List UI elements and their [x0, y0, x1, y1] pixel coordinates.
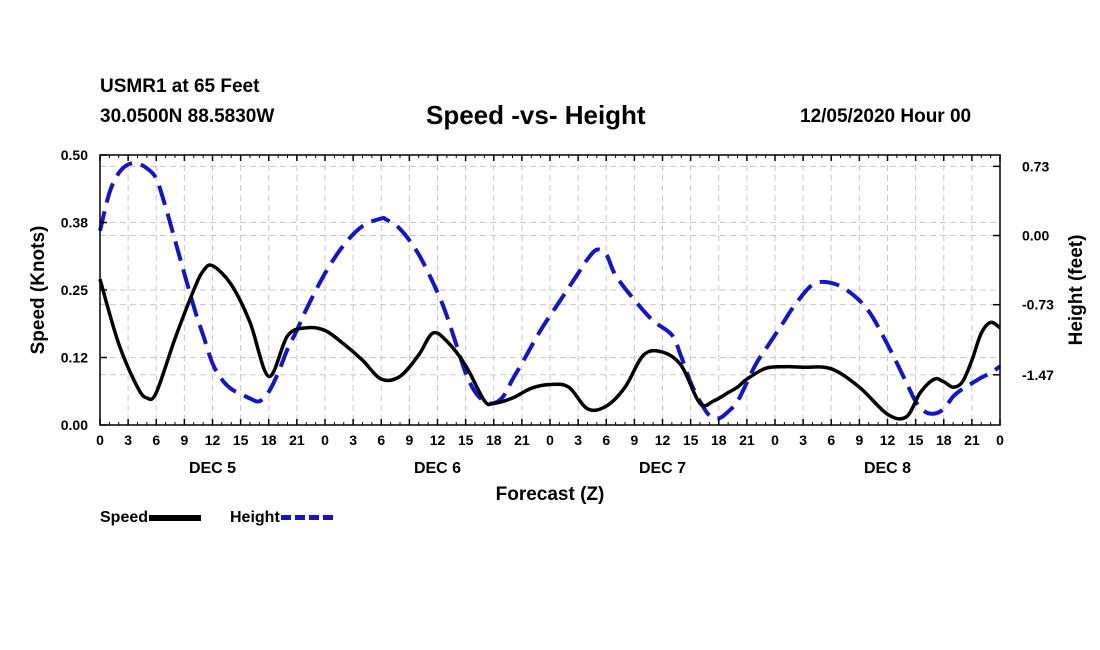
- label-layer: 0 3 6 9 12 15 18 21 0 3 6 9 12 15 18 21 0 3 6 9 12 15 18 21 0 3 6 9…: [61, 147, 1054, 477]
- issue-time: 12/05/2020 Hour 00: [800, 106, 972, 127]
- x-tick-label: 12: [430, 432, 446, 448]
- legend-height-swatch: [280, 515, 333, 521]
- series-layer: [98, 161, 1002, 421]
- y-tick-label: 0.00: [61, 417, 88, 433]
- x-tick-label: 12: [205, 432, 221, 448]
- legend-speed-label: Speed: [100, 509, 149, 526]
- x-tick-label: 21: [514, 432, 530, 448]
- day-label: DEC 6: [414, 460, 461, 477]
- x-tick-label: 21: [964, 432, 980, 448]
- x-tick-label: 21: [739, 432, 755, 448]
- y-axis-title: Speed (Knots): [28, 226, 49, 355]
- x-tick-label: 15: [908, 432, 924, 448]
- station-title: USMR1 at 65 Feet: [100, 76, 260, 97]
- legend-height: Height: [230, 509, 333, 527]
- x-tick-label: 18: [711, 432, 727, 448]
- x-tick-label: 0: [546, 432, 554, 448]
- y-tick-label: 0.12: [61, 350, 88, 366]
- x-tick-label: 15: [233, 432, 249, 448]
- x-tick-label: 12: [880, 432, 896, 448]
- speed-series-line: [98, 263, 1002, 421]
- x-tick-label: 9: [180, 432, 188, 448]
- x-tick-label: 15: [458, 432, 474, 448]
- x-tick-label: 3: [124, 432, 132, 448]
- legend-speed: Speed: [100, 509, 202, 527]
- y2-tick-label: 0.73: [1022, 158, 1049, 174]
- chart-title: Speed -vs- Height: [426, 100, 646, 130]
- day-label: DEC 5: [189, 460, 236, 477]
- x-tick-label: 0: [96, 432, 104, 448]
- x-tick-label: 6: [152, 432, 160, 448]
- day-label: DEC 7: [639, 460, 686, 477]
- x-tick-label: 15: [683, 432, 699, 448]
- x-tick-label: 0: [771, 432, 779, 448]
- y-tick-label: 0.25: [61, 282, 88, 298]
- x-axis-title: Forecast (Z): [496, 484, 605, 505]
- y-tick-label: 0.38: [61, 215, 88, 231]
- x-tick-label: 18: [261, 432, 277, 448]
- legend-speed-swatch: [149, 514, 202, 521]
- axis-layer: [99, 154, 1001, 426]
- x-tick-label: 9: [855, 432, 863, 448]
- day-label: DEC 8: [864, 460, 911, 477]
- legend-height-label: Height: [230, 509, 280, 526]
- y2-tick-label: -0.73: [1022, 297, 1054, 313]
- x-tick-label: 21: [289, 432, 305, 448]
- y-tick-label: 0.50: [61, 147, 88, 163]
- x-tick-label: 6: [377, 432, 385, 448]
- x-tick-label: 6: [602, 432, 610, 448]
- x-tick-label: 3: [574, 432, 582, 448]
- x-tick-label: 0: [996, 432, 1004, 448]
- x-tick-label: 9: [405, 432, 413, 448]
- x-tick-label: 18: [486, 432, 502, 448]
- x-tick-label: 3: [799, 432, 807, 448]
- x-tick-label: 9: [630, 432, 638, 448]
- y2-axis-title: Height (feet): [1066, 235, 1087, 346]
- height-series-line: [98, 161, 1002, 421]
- y2-tick-label: -1.47: [1022, 367, 1054, 383]
- y2-tick-label: 0.00: [1022, 228, 1049, 244]
- x-tick-label: 12: [655, 432, 671, 448]
- x-tick-label: 6: [827, 432, 835, 448]
- station-coordinates: 30.0500N 88.5830W: [100, 106, 275, 127]
- x-tick-label: 3: [349, 432, 357, 448]
- x-tick-label: 0: [321, 432, 329, 448]
- x-tick-label: 18: [936, 432, 952, 448]
